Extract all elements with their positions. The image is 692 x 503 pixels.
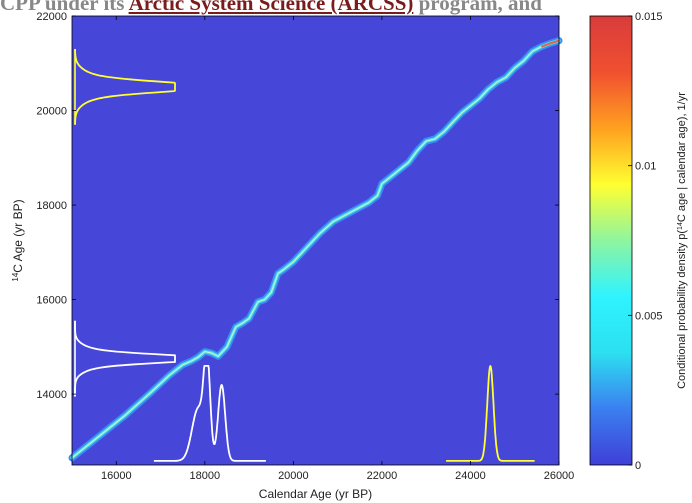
y-tick-label: 22000 xyxy=(36,11,67,23)
x-tick-label: 18000 xyxy=(190,470,221,482)
arcss-link[interactable]: Arctic System Science (ARCSS) xyxy=(128,0,414,15)
calibration-curve-group xyxy=(68,37,563,462)
colorbar-label-part-1: Conditional probability density p( xyxy=(676,230,688,389)
colorbar xyxy=(590,16,632,465)
colorbar-label: Conditional probability density p(14C ag… xyxy=(676,92,688,389)
density-curve-3 xyxy=(445,364,536,462)
colorbar-tick-label: 0.01 xyxy=(635,161,656,173)
colorbar-frame xyxy=(589,15,633,466)
x-tick-label: 16000 xyxy=(101,470,132,482)
page-header-fragment: CPP under its Arctic System Science (ARC… xyxy=(0,0,620,15)
y-tick-label: 14000 xyxy=(36,389,67,401)
colorbar-label-part-2: C age | calendar age), 1/yr xyxy=(676,92,688,222)
x-axis-label: Calendar Age (yr BP) xyxy=(259,487,372,501)
calibration-band-core xyxy=(71,40,560,459)
density-curve-1 xyxy=(74,320,176,397)
y-axis-label-superscript: 14 xyxy=(11,272,20,281)
y-tick-label: 16000 xyxy=(36,295,67,307)
density-curve-0 xyxy=(74,48,176,126)
y-axis-label: 14C Age (yr BP) xyxy=(11,199,26,281)
colorbar-tick-label: 0 xyxy=(635,460,641,472)
x-axis-ticks: 16000 18000 20000 22000 24000 26000 xyxy=(101,16,574,482)
density-curve-2 xyxy=(153,364,267,462)
colorbar-label-superscript: 14 xyxy=(677,222,684,230)
x-tick-label: 22000 xyxy=(367,470,398,482)
colorbar-ticks: 0 0.005 0.01 0.015 xyxy=(628,11,663,472)
y-axis-label-text: C Age (yr BP) xyxy=(11,199,25,272)
density-curves-group xyxy=(74,48,536,462)
y-tick-label: 20000 xyxy=(36,106,67,118)
header-text-after: program, and xyxy=(413,0,542,15)
x-tick-label: 24000 xyxy=(455,470,486,482)
x-tick-label: 26000 xyxy=(544,470,575,482)
colorbar-tick-label: 0.005 xyxy=(635,310,663,322)
y-axis-ticks: 14000 16000 18000 20000 22000 xyxy=(36,11,559,401)
calibration-band-peak xyxy=(540,39,560,48)
y-tick-label: 18000 xyxy=(36,200,67,212)
x-tick-label: 20000 xyxy=(278,470,309,482)
plot-frame xyxy=(71,15,560,466)
header-text-before: CPP under its xyxy=(0,0,129,15)
colorbar-tick-label: 0.015 xyxy=(635,11,663,23)
